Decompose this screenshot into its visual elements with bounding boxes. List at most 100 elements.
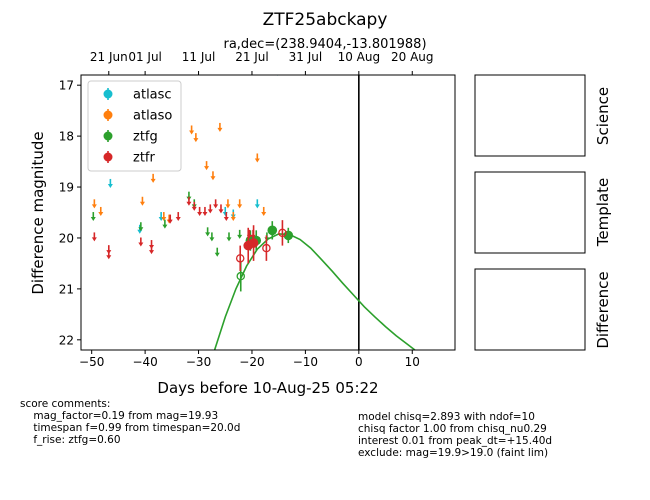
y-tick-label: 21	[59, 282, 74, 296]
chart-subtitle: ra,dec=(238.9404,-13.801988)	[223, 37, 426, 52]
y-tick-label: 20	[59, 231, 74, 245]
upper-limit-marker	[91, 199, 97, 209]
upper-limit-head	[205, 232, 211, 237]
x-tick-label: −10	[293, 355, 318, 369]
upper-limit-head	[197, 211, 203, 216]
upper-limit-head	[237, 234, 243, 239]
upper-limit-head	[175, 217, 181, 222]
upper-limit-marker	[197, 206, 203, 216]
detection-point	[267, 225, 278, 236]
upper-limit-marker	[217, 122, 223, 132]
upper-limit-head	[98, 211, 104, 216]
x-tick-label: −30	[186, 355, 211, 369]
upper-limit-head	[138, 227, 144, 232]
upper-limit-marker	[230, 212, 236, 222]
upper-limit-marker	[161, 212, 167, 222]
upper-limit-marker	[191, 201, 197, 211]
upper-limit-marker	[254, 199, 260, 209]
upper-limit-marker	[138, 222, 144, 232]
legend-box	[87, 80, 182, 172]
upper-limit-head	[138, 242, 144, 247]
upper-limit-head	[106, 255, 112, 260]
upper-limit-head	[107, 183, 113, 188]
upper-limit-marker	[202, 206, 208, 216]
upper-limit-head	[167, 219, 173, 224]
upper-limit-marker	[193, 133, 199, 143]
x-tick-label: −40	[132, 355, 157, 369]
series-atlaso	[91, 122, 267, 224]
upper-limit-head	[225, 204, 231, 209]
upper-limit-head	[214, 252, 220, 257]
legend-label: atlasc	[133, 88, 172, 103]
upper-limit-head	[261, 211, 267, 216]
upper-limit-marker	[91, 232, 97, 242]
upper-limit-marker	[175, 212, 181, 222]
legend-label: ztfr	[133, 151, 155, 166]
upper-limit-marker	[106, 250, 112, 260]
top-date-label: 01 Jul	[128, 50, 162, 64]
upper-limit-head	[193, 138, 199, 143]
upper-limit-marker	[223, 212, 229, 222]
top-date-label: 10 Aug	[338, 50, 381, 64]
upper-limit-head	[162, 224, 168, 229]
upper-limit-head	[139, 201, 145, 206]
top-date-label: 21 Jun	[90, 50, 128, 64]
upper-limit-head	[223, 217, 229, 222]
upper-limit-marker	[138, 237, 144, 247]
legend-marker	[103, 89, 113, 99]
upper-limit-head	[218, 209, 224, 214]
upper-limit-marker	[225, 199, 231, 209]
upper-limit-head	[209, 237, 215, 242]
score-comments: score comments: mag_factor=0.19 from mag…	[20, 398, 241, 446]
legend-marker	[103, 152, 113, 162]
y-tick-label: 19	[59, 181, 74, 195]
upper-limit-marker	[261, 206, 267, 216]
legend-label: atlaso	[133, 109, 172, 124]
upper-limit-marker	[150, 173, 156, 183]
upper-limit-head	[230, 217, 236, 222]
upper-limit-head	[161, 217, 167, 222]
open-detection-point	[262, 243, 271, 253]
upper-limit-head	[254, 158, 260, 163]
upper-limit-marker	[205, 227, 211, 237]
science-label: Science	[594, 87, 612, 145]
x-axis-label: Days before 10-Aug-25 05:22	[157, 379, 378, 397]
plot-frame	[80, 74, 456, 351]
model-curve-ztfg	[213, 233, 416, 350]
legend-marker	[103, 131, 113, 141]
upper-limit-marker	[149, 245, 155, 255]
upper-limit-marker	[158, 212, 164, 222]
upper-limit-head	[149, 250, 155, 255]
difference-cutout	[474, 268, 586, 351]
y-tick-label: 17	[59, 79, 74, 93]
chart-title: ZTF25abckapy	[263, 10, 388, 30]
legend-marker	[103, 110, 113, 120]
upper-limit-head	[90, 217, 96, 222]
upper-limit-head	[237, 204, 243, 209]
upper-limit-head	[186, 201, 192, 206]
upper-limit-head	[202, 211, 208, 216]
upper-limit-head	[91, 204, 97, 209]
upper-limit-head	[150, 178, 156, 183]
difference-label: Difference	[594, 271, 612, 348]
model-info: model chisq=2.893 with ndof=10 chisq fac…	[358, 411, 553, 459]
open-detection-point	[235, 254, 245, 263]
upper-limit-marker	[237, 229, 243, 239]
upper-limit-marker	[254, 153, 260, 163]
upper-limit-marker	[204, 161, 210, 171]
top-date-label: 21 Jul	[235, 50, 269, 64]
series-ztfr	[91, 196, 287, 272]
upper-limit-marker	[107, 178, 113, 188]
detection-point	[248, 238, 259, 248]
upper-limit-head	[189, 130, 195, 135]
x-tick-label: −50	[79, 355, 104, 369]
open-detection-point	[236, 271, 246, 281]
plot-axes: −50 −40 −30 −20 −10 0 10 17 18 19 20 21 22 21 Jun 01 J…	[59, 50, 456, 369]
top-date-label: 11 Jul	[182, 50, 216, 64]
upper-limit-head	[207, 209, 213, 214]
upper-limit-marker	[210, 171, 216, 181]
upper-limit-marker	[209, 232, 215, 242]
upper-limit-marker	[207, 204, 213, 214]
upper-limit-head	[210, 176, 216, 181]
